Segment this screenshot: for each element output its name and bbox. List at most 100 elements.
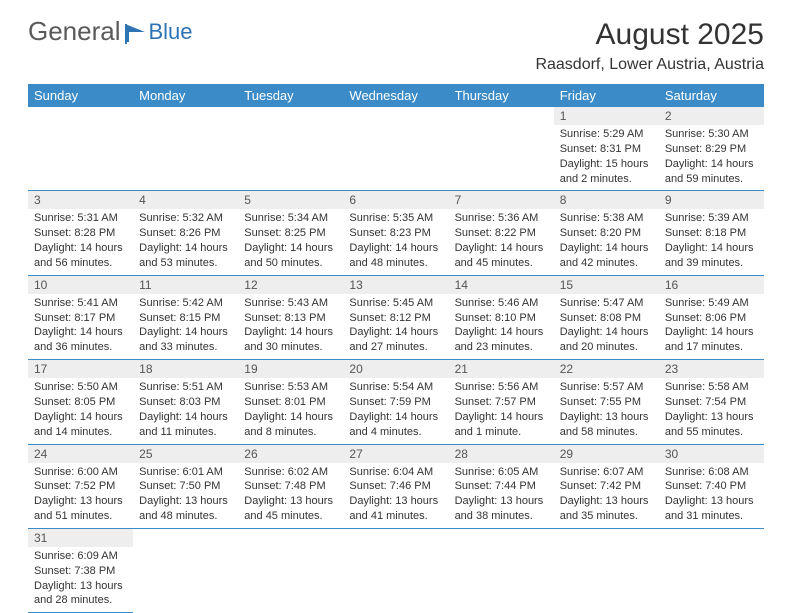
calendar-row: 17Sunrise: 5:50 AMSunset: 8:05 PMDayligh…: [28, 360, 764, 444]
calendar-cell: [28, 107, 133, 191]
sunrise-text: Sunrise: 5:39 AM: [665, 211, 758, 226]
calendar-cell: [343, 528, 448, 612]
day-number: 16: [659, 276, 764, 294]
day-content: Sunrise: 5:41 AMSunset: 8:17 PMDaylight:…: [28, 294, 133, 359]
day-number: 4: [133, 191, 238, 209]
sunrise-text: Sunrise: 5:29 AM: [560, 127, 653, 142]
daylight-text: Daylight: 13 hours and 48 minutes.: [139, 494, 232, 524]
sunset-text: Sunset: 7:40 PM: [665, 479, 758, 494]
day-content: Sunrise: 6:00 AMSunset: 7:52 PMDaylight:…: [28, 463, 133, 528]
calendar-cell: 5Sunrise: 5:34 AMSunset: 8:25 PMDaylight…: [238, 191, 343, 275]
sunrise-text: Sunrise: 6:08 AM: [665, 465, 758, 480]
daylight-text: Daylight: 14 hours and 8 minutes.: [244, 410, 337, 440]
calendar-row: 3Sunrise: 5:31 AMSunset: 8:28 PMDaylight…: [28, 191, 764, 275]
sunset-text: Sunset: 8:10 PM: [455, 311, 548, 326]
day-content: Sunrise: 6:04 AMSunset: 7:46 PMDaylight:…: [343, 463, 448, 528]
daylight-text: Daylight: 15 hours and 2 minutes.: [560, 157, 653, 187]
calendar-cell: 13Sunrise: 5:45 AMSunset: 8:12 PMDayligh…: [343, 275, 448, 359]
sunset-text: Sunset: 8:23 PM: [349, 226, 442, 241]
calendar-cell: 15Sunrise: 5:47 AMSunset: 8:08 PMDayligh…: [554, 275, 659, 359]
day-number: 24: [28, 445, 133, 463]
day-number: 10: [28, 276, 133, 294]
calendar-cell: 27Sunrise: 6:04 AMSunset: 7:46 PMDayligh…: [343, 444, 448, 528]
calendar-cell: [133, 528, 238, 612]
sunrise-text: Sunrise: 6:02 AM: [244, 465, 337, 480]
daylight-text: Daylight: 14 hours and 17 minutes.: [665, 325, 758, 355]
day-number: 15: [554, 276, 659, 294]
sunrise-text: Sunrise: 5:46 AM: [455, 296, 548, 311]
calendar-cell: 1Sunrise: 5:29 AMSunset: 8:31 PMDaylight…: [554, 107, 659, 191]
calendar-row: 1Sunrise: 5:29 AMSunset: 8:31 PMDaylight…: [28, 107, 764, 191]
daylight-text: Daylight: 13 hours and 45 minutes.: [244, 494, 337, 524]
sunrise-text: Sunrise: 5:34 AM: [244, 211, 337, 226]
day-number: 6: [343, 191, 448, 209]
empty-day: [238, 107, 343, 125]
sunrise-text: Sunrise: 6:00 AM: [34, 465, 127, 480]
sunset-text: Sunset: 7:55 PM: [560, 395, 653, 410]
calendar-cell: 7Sunrise: 5:36 AMSunset: 8:22 PMDaylight…: [449, 191, 554, 275]
sunset-text: Sunset: 8:22 PM: [455, 226, 548, 241]
sunrise-text: Sunrise: 5:42 AM: [139, 296, 232, 311]
day-content: Sunrise: 6:01 AMSunset: 7:50 PMDaylight:…: [133, 463, 238, 528]
day-content: Sunrise: 5:54 AMSunset: 7:59 PMDaylight:…: [343, 378, 448, 443]
sunrise-text: Sunrise: 5:54 AM: [349, 380, 442, 395]
sunrise-text: Sunrise: 5:57 AM: [560, 380, 653, 395]
sunrise-text: Sunrise: 6:01 AM: [139, 465, 232, 480]
calendar-cell: 25Sunrise: 6:01 AMSunset: 7:50 PMDayligh…: [133, 444, 238, 528]
calendar-cell: 6Sunrise: 5:35 AMSunset: 8:23 PMDaylight…: [343, 191, 448, 275]
daylight-text: Daylight: 14 hours and 20 minutes.: [560, 325, 653, 355]
day-number: 5: [238, 191, 343, 209]
sunrise-text: Sunrise: 5:53 AM: [244, 380, 337, 395]
day-content: Sunrise: 5:49 AMSunset: 8:06 PMDaylight:…: [659, 294, 764, 359]
sunset-text: Sunset: 7:38 PM: [34, 564, 127, 579]
calendar-cell: 18Sunrise: 5:51 AMSunset: 8:03 PMDayligh…: [133, 360, 238, 444]
daylight-text: Daylight: 14 hours and 45 minutes.: [455, 241, 548, 271]
sunrise-text: Sunrise: 5:58 AM: [665, 380, 758, 395]
calendar-cell: 29Sunrise: 6:07 AMSunset: 7:42 PMDayligh…: [554, 444, 659, 528]
day-content: Sunrise: 5:39 AMSunset: 8:18 PMDaylight:…: [659, 209, 764, 274]
calendar-cell: 26Sunrise: 6:02 AMSunset: 7:48 PMDayligh…: [238, 444, 343, 528]
calendar-cell: 19Sunrise: 5:53 AMSunset: 8:01 PMDayligh…: [238, 360, 343, 444]
daylight-text: Daylight: 13 hours and 28 minutes.: [34, 579, 127, 609]
col-saturday: Saturday: [659, 84, 764, 107]
sunset-text: Sunset: 8:08 PM: [560, 311, 653, 326]
sunrise-text: Sunrise: 5:32 AM: [139, 211, 232, 226]
sunset-text: Sunset: 8:12 PM: [349, 311, 442, 326]
daylight-text: Daylight: 14 hours and 30 minutes.: [244, 325, 337, 355]
day-number: 7: [449, 191, 554, 209]
day-number: 28: [449, 445, 554, 463]
day-number: 3: [28, 191, 133, 209]
day-content: Sunrise: 5:35 AMSunset: 8:23 PMDaylight:…: [343, 209, 448, 274]
month-title: August 2025: [535, 18, 764, 52]
sunset-text: Sunset: 7:50 PM: [139, 479, 232, 494]
col-thursday: Thursday: [449, 84, 554, 107]
sunrise-text: Sunrise: 6:09 AM: [34, 549, 127, 564]
calendar-body: 1Sunrise: 5:29 AMSunset: 8:31 PMDaylight…: [28, 107, 764, 613]
empty-day: [133, 107, 238, 125]
calendar-row: 31Sunrise: 6:09 AMSunset: 7:38 PMDayligh…: [28, 528, 764, 612]
calendar-cell: [343, 107, 448, 191]
sunset-text: Sunset: 8:25 PM: [244, 226, 337, 241]
daylight-text: Daylight: 13 hours and 31 minutes.: [665, 494, 758, 524]
day-number: 25: [133, 445, 238, 463]
flag-icon: [123, 22, 149, 44]
sunset-text: Sunset: 7:57 PM: [455, 395, 548, 410]
calendar-cell: 12Sunrise: 5:43 AMSunset: 8:13 PMDayligh…: [238, 275, 343, 359]
day-number: 13: [343, 276, 448, 294]
calendar-row: 10Sunrise: 5:41 AMSunset: 8:17 PMDayligh…: [28, 275, 764, 359]
day-content: Sunrise: 5:38 AMSunset: 8:20 PMDaylight:…: [554, 209, 659, 274]
daylight-text: Daylight: 14 hours and 4 minutes.: [349, 410, 442, 440]
col-wednesday: Wednesday: [343, 84, 448, 107]
col-tuesday: Tuesday: [238, 84, 343, 107]
sunset-text: Sunset: 8:31 PM: [560, 142, 653, 157]
sunset-text: Sunset: 8:05 PM: [34, 395, 127, 410]
calendar-cell: 30Sunrise: 6:08 AMSunset: 7:40 PMDayligh…: [659, 444, 764, 528]
sunrise-text: Sunrise: 5:43 AM: [244, 296, 337, 311]
daylight-text: Daylight: 13 hours and 38 minutes.: [455, 494, 548, 524]
daylight-text: Daylight: 14 hours and 42 minutes.: [560, 241, 653, 271]
calendar-cell: 9Sunrise: 5:39 AMSunset: 8:18 PMDaylight…: [659, 191, 764, 275]
sunset-text: Sunset: 8:01 PM: [244, 395, 337, 410]
day-number: 27: [343, 445, 448, 463]
calendar-cell: 24Sunrise: 6:00 AMSunset: 7:52 PMDayligh…: [28, 444, 133, 528]
daylight-text: Daylight: 14 hours and 53 minutes.: [139, 241, 232, 271]
